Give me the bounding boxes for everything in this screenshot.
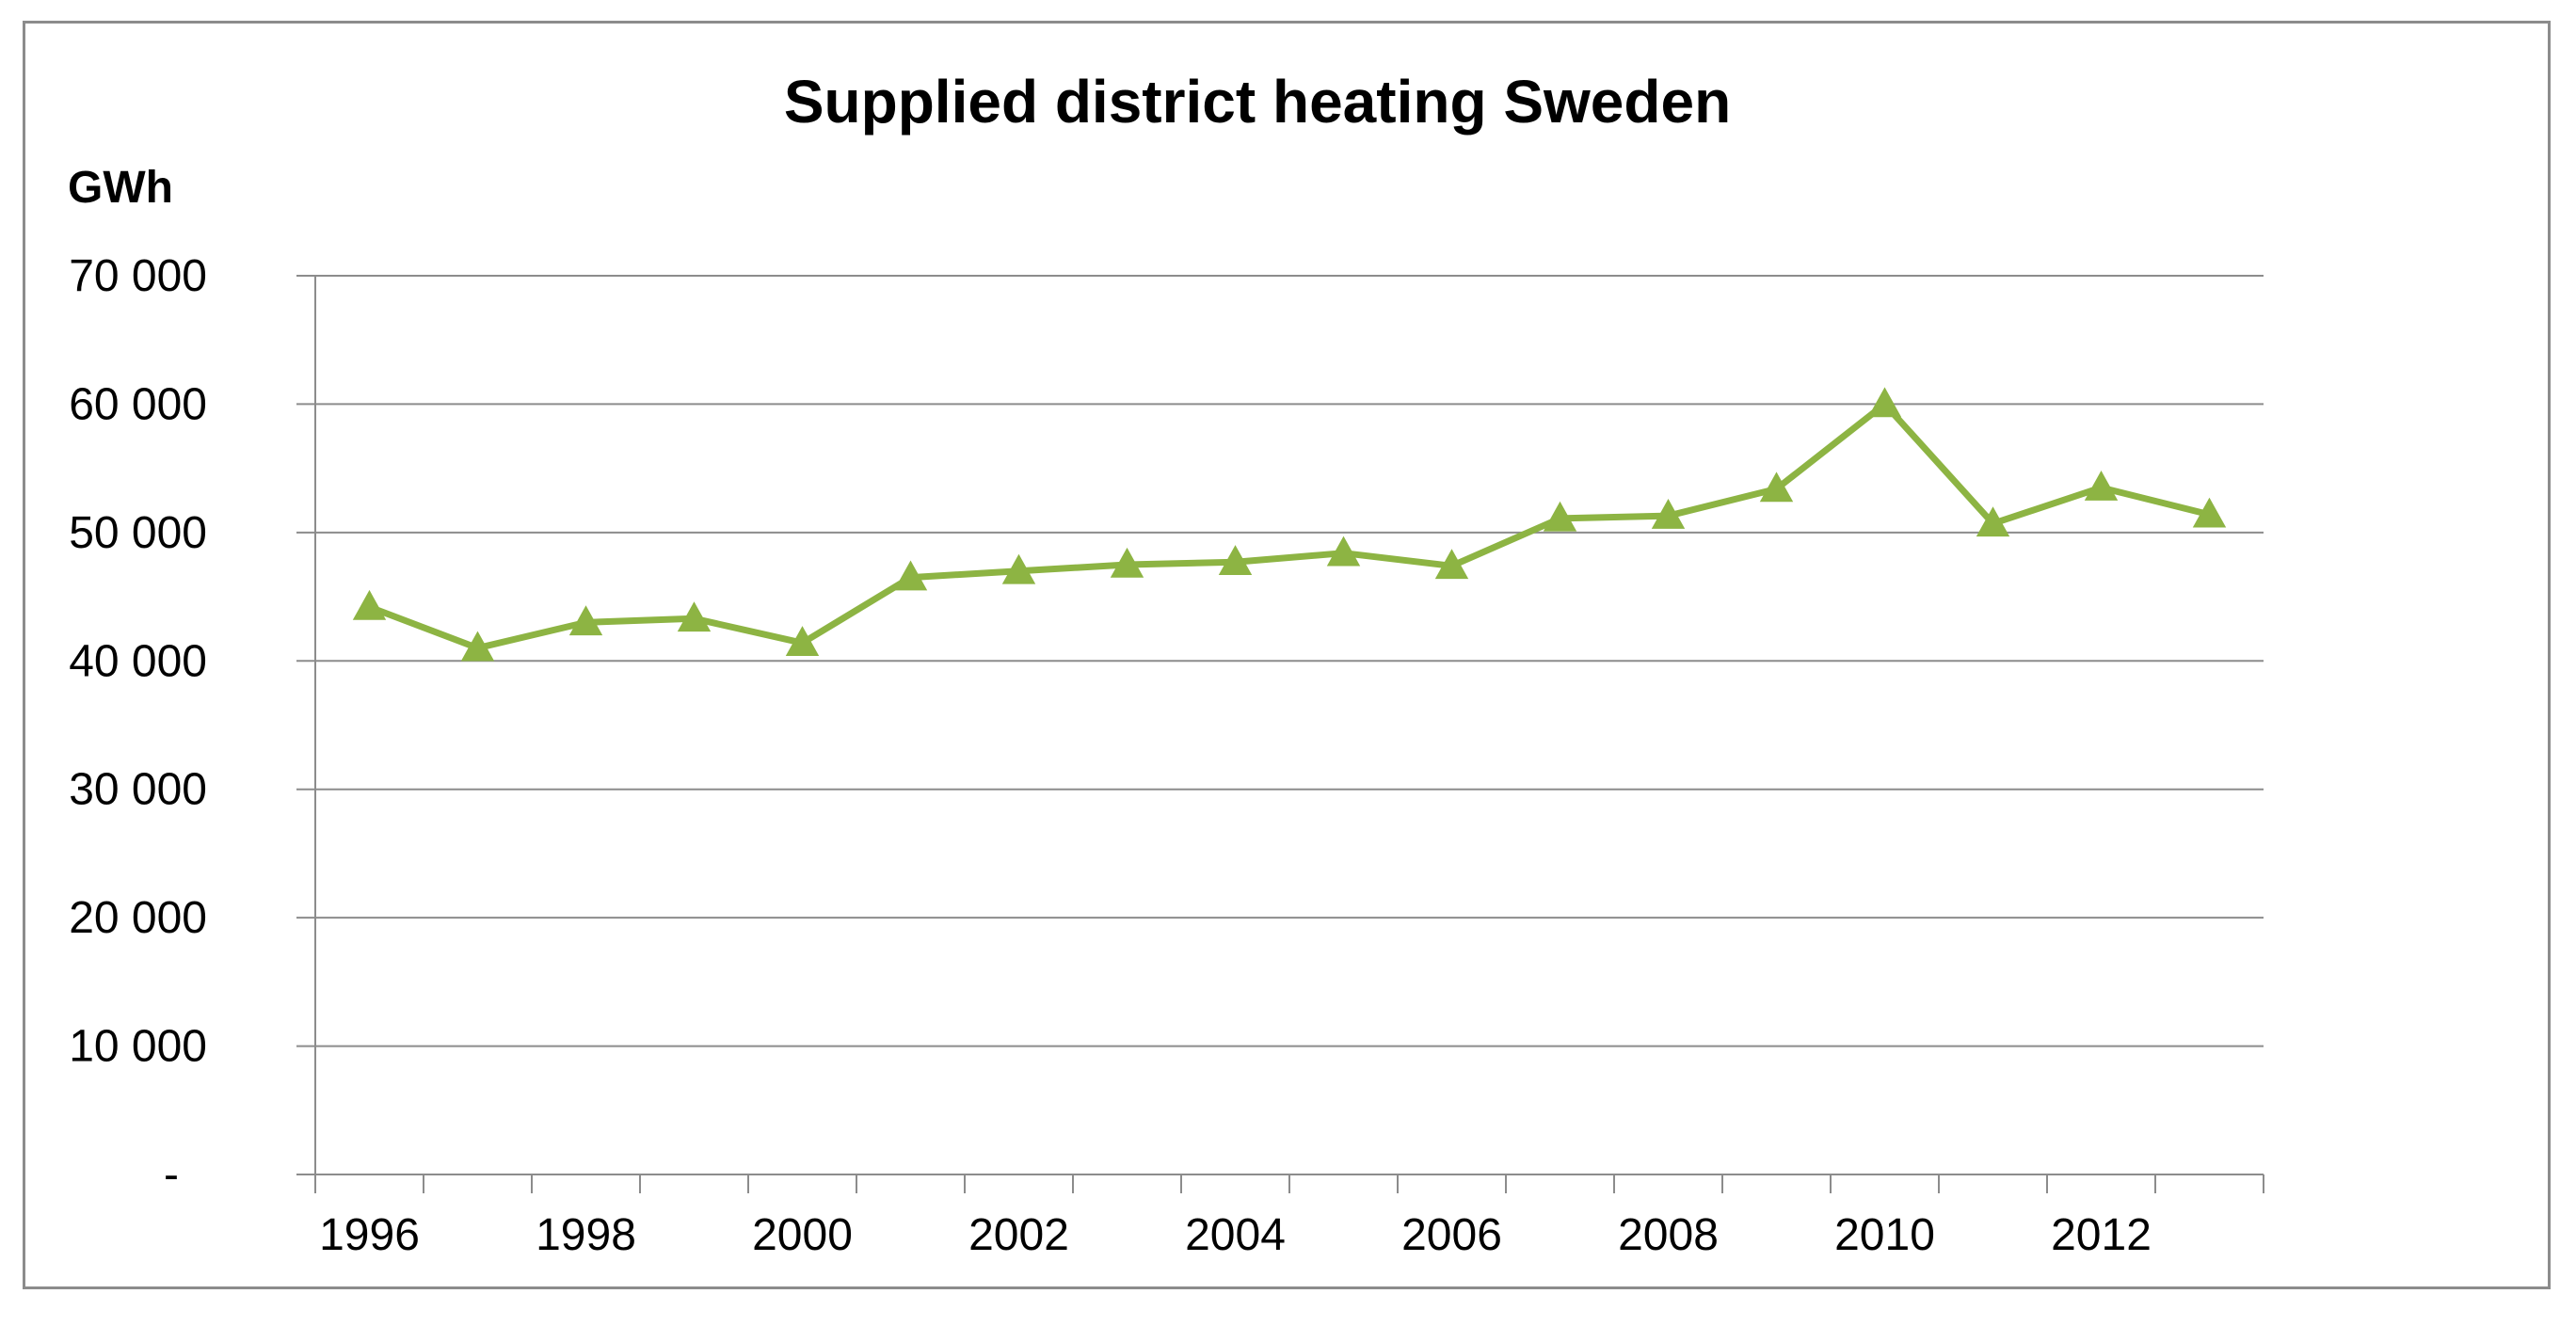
x-tick-labels: 1996 1998 2000 2002 2004 2006 2008 2010 2012	[319, 1210, 2152, 1260]
data-point-marker	[1218, 545, 1253, 576]
data-point-marker	[893, 560, 928, 591]
data-point-marker	[1759, 471, 1794, 503]
y-tick-label: 50 000	[69, 508, 207, 558]
x-tick-label: 2008	[1618, 1210, 1719, 1260]
chart-title: Supplied district heating Sweden	[784, 68, 1731, 136]
y-tick-label: 40 000	[69, 636, 207, 686]
x-tick-label: 2000	[752, 1210, 853, 1260]
x-tick-label: 1998	[536, 1210, 636, 1260]
data-series	[352, 387, 2227, 662]
y-tick-labels: - 10 000 20 000 30 000 40 000 50 000 60 000 70 …	[69, 251, 207, 1200]
data-point-marker	[1434, 549, 1469, 580]
data-point-marker	[352, 589, 387, 620]
data-point-marker	[1976, 506, 2010, 537]
series-line	[368, 400, 2211, 652]
x-tick-label: 2004	[1185, 1210, 1286, 1260]
y-tick-label: -	[164, 1150, 179, 1200]
y-tick-label: 70 000	[69, 251, 207, 301]
y-tick-label: 30 000	[69, 765, 207, 815]
y-tick-label: 60 000	[69, 379, 207, 429]
data-point-marker	[460, 631, 495, 662]
x-tick-label: 2012	[2051, 1210, 2152, 1260]
data-point-marker	[1867, 387, 1902, 418]
x-tick-label: 2002	[968, 1210, 1069, 1260]
x-tick-label: 2010	[1834, 1210, 1935, 1260]
data-point-marker	[2084, 471, 2119, 501]
axes	[296, 276, 2264, 1193]
chart-frame	[23, 21, 2551, 1289]
x-tick-label: 2006	[1401, 1210, 1502, 1260]
data-point-marker	[1543, 501, 1577, 532]
data-point-marker	[785, 626, 820, 656]
data-point-marker	[1110, 547, 1144, 578]
data-point-marker	[568, 605, 603, 636]
data-point-marker	[1001, 553, 1036, 584]
data-point-marker	[1326, 535, 1361, 567]
data-point-marker	[1651, 499, 1686, 529]
data-point-marker	[677, 601, 712, 632]
y-axis-unit-label: GWh	[68, 163, 173, 213]
x-tick-label: 1996	[319, 1210, 420, 1260]
gridlines	[296, 275, 2264, 1047]
data-point-marker	[2192, 497, 2227, 528]
y-tick-label: 10 000	[69, 1022, 207, 1072]
y-tick-label: 20 000	[69, 893, 207, 943]
